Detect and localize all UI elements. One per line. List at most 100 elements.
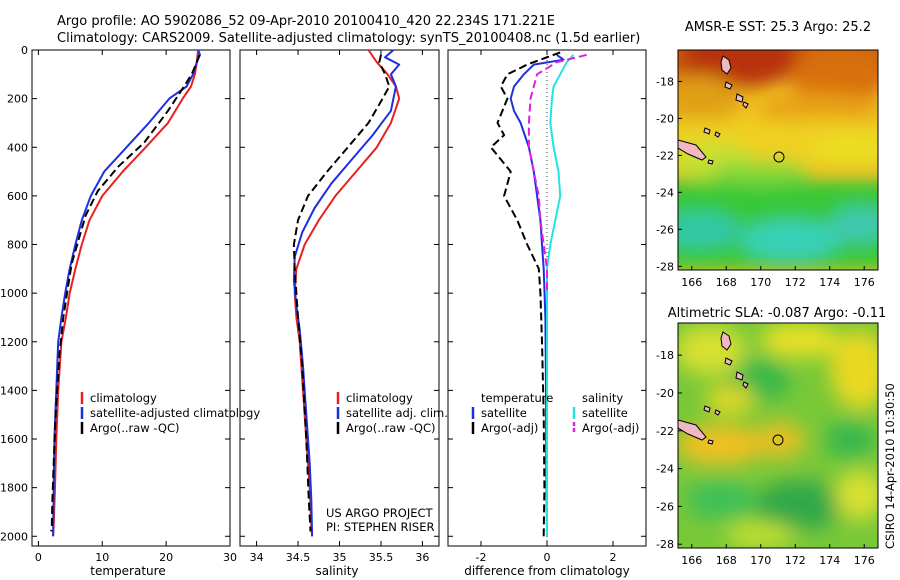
temperature-panel: 0 200 400 600 800 1000 1200 1400 1600 1800 2000 0 1… [0,44,260,578]
temperature-axis-ticks: 0 10 20 30 [35,50,237,564]
salinity-axis-label: salinity [315,564,358,578]
salinity-panel: 34 34.5 35 35.5 36 salinity climatology sate… [239,49,448,578]
depth-tick-label: 1000 [0,287,28,300]
depth-tick-label: 2000 [0,530,28,543]
argo-position-marker [772,434,784,446]
x-tick-label: 20 [159,551,173,564]
depth-tick-label: 800 [7,239,28,252]
lon-tick-label: 166 [681,276,702,289]
lon-tick-label: 170 [750,554,771,567]
series-line-salinity-satellite [546,54,575,537]
temperature-legend: climatology satellite-adjusted climatolo… [80,391,260,435]
legend-label-sal-satellite: satellite [582,406,628,420]
difference-axis-label: difference from climatology [464,564,630,578]
legend-label-climatology: climatology [90,391,157,405]
depth-tick-label: 200 [7,93,28,106]
x-tick-label: 0 [35,551,42,564]
legend-label-argo: Argo(..raw -QC) [346,421,436,435]
x-tick-label: 35 [333,551,347,564]
salinity-series [292,49,401,537]
lon-tick-label: 172 [785,554,806,567]
sst-islands [678,55,749,165]
sla-map-ticks: 166 168 170 172 174 176 -18 -20 -22 -24 -26 -28 [656,349,875,567]
x-tick-label: 34 [250,551,264,564]
figure-title-line2: Climatology: CARS2009. Satellite-adjuste… [57,31,640,46]
legend-label-climatology: climatology [346,391,413,405]
lat-tick-label: -20 [656,112,674,125]
lat-tick-label: -22 [656,149,674,162]
lat-tick-label: -24 [656,186,674,199]
legend-label-temp-argo: Argo(-adj) [481,421,538,435]
depth-tick-label: 400 [7,141,28,154]
lon-tick-label: 168 [716,554,737,567]
lon-tick-label: 176 [854,554,875,567]
legend-label-sal-argo: Argo(-adj) [582,421,639,435]
depth-tick-label: 1800 [0,482,28,495]
sst-heatmap [678,50,878,270]
salinity-axis-ticks: 34 34.5 35 35.5 36 [240,49,439,564]
lat-tick-label: -20 [656,387,674,400]
series-line-argo-raw-qc [292,54,391,532]
x-tick-label: 10 [95,551,109,564]
sla-islands [678,331,749,445]
lon-tick-label: 174 [819,554,840,567]
lat-tick-label: -26 [656,223,674,236]
series-line-satellite-adjusted-climatology [52,49,201,537]
legend-label-satellite-adjusted: satellite-adjusted climatology [90,406,260,420]
difference-panel: -2 0 2 difference from climatology tempera… [447,49,647,578]
lon-tick-label: 170 [750,276,771,289]
depth-tick-label: 0 [21,44,28,57]
legend-heading-salinity: salinity [582,391,623,405]
sst-map-title: AMSR-E SST: 25.3 Argo: 25.2 [685,20,871,35]
lon-tick-label: 172 [785,276,806,289]
lon-tick-label: 176 [854,276,875,289]
figure-title-line1: Argo profile: AO 5902086_52 09-Apr-2010 … [57,14,555,29]
series-line-argo-raw-qc [50,54,201,532]
salinity-axes-frame [239,49,440,547]
x-tick-label: 2 [610,551,617,564]
difference-axis-ticks: -2 0 2 [448,49,646,564]
sla-heatmap [678,323,878,548]
lat-tick-label: -18 [656,75,674,88]
legend-label-satellite-adj: satellite adj. clim. [346,406,448,420]
depth-tick-label: 600 [7,190,28,203]
lat-tick-label: -28 [656,538,674,551]
sst-map-frame [677,49,879,271]
x-tick-label: 0 [544,551,551,564]
x-tick-label: 35.5 [369,551,394,564]
x-tick-label: 30 [223,551,237,564]
difference-series [489,51,587,537]
lat-tick-label: -24 [656,463,674,476]
legend-label-temp-satellite: satellite [481,406,527,420]
x-tick-label: 36 [415,551,429,564]
lon-tick-label: 174 [819,276,840,289]
lat-tick-label: -26 [656,500,674,513]
sla-map-title: Altimetric SLA: -0.087 Argo: -0.11 [668,306,887,321]
series-line-temperature-satellite [509,54,565,537]
csiro-timestamp: CSIRO 14-Apr-2010 10:30:50 [883,383,897,549]
series-line-climatology [52,49,200,537]
series-line-temperature-argo-adj [489,51,561,537]
lat-tick-label: -28 [656,260,674,273]
series-line-salinity-argo-adj [527,53,587,294]
temperature-axes-frame [31,49,231,547]
temperature-axis-label: temperature [90,564,165,578]
depth-tick-label: 1400 [0,384,28,397]
project-annotation-line2: PI: STEPHEN RISER [326,520,435,534]
lon-tick-label: 166 [681,554,702,567]
difference-legend: temperature satellite Argo(-adj) salinit… [471,391,639,435]
sla-map-frame [677,322,879,549]
lon-tick-label: 168 [716,276,737,289]
depth-tick-label: 1200 [0,336,28,349]
argo-position-marker [773,151,785,163]
sst-map-ticks: 166 168 170 172 174 176 -18 -20 -22 -24 -26 -28 [656,75,875,289]
lat-tick-label: -18 [656,349,674,362]
sla-map-panel: Altimetric SLA: -0.087 Argo: -0.11 [656,306,887,567]
temperature-series [50,49,201,537]
x-tick-label: -2 [476,551,487,564]
series-line-satellite-adj-clim [292,49,401,537]
depth-axis-ticks: 0 200 400 600 800 1000 1200 1400 1600 1800 2000 [0,44,230,543]
depth-tick-label: 1600 [0,433,28,446]
salinity-legend: climatology satellite adj. clim. Argo(..… [336,391,448,435]
